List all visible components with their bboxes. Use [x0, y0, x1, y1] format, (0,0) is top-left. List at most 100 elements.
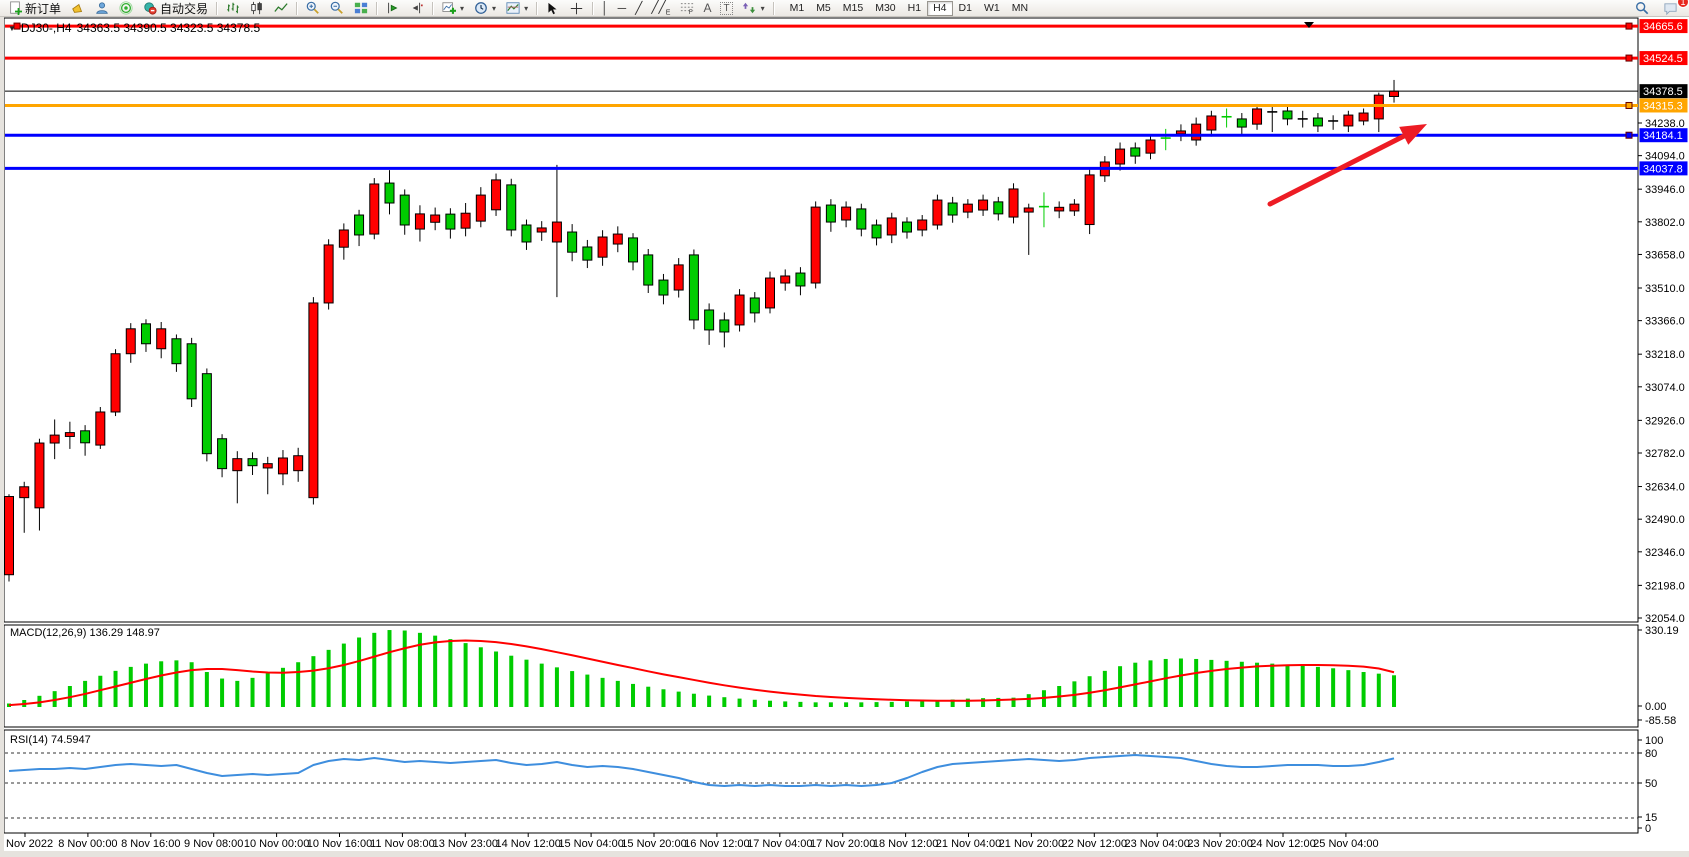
announcement-button[interactable]	[66, 0, 89, 16]
candle-body	[384, 182, 395, 204]
macd-histogram-bar	[326, 649, 331, 707]
candle-body	[917, 219, 928, 231]
dropdown-caret-icon: ▾	[460, 3, 465, 13]
line-handle[interactable]	[1625, 22, 1633, 30]
tab-timeframe-D1[interactable]: D1	[953, 1, 978, 16]
vertical-line-button[interactable]: │	[597, 0, 613, 16]
zoom-in-button[interactable]	[301, 0, 324, 16]
new-order-button[interactable]: 新订单	[3, 0, 65, 16]
candle-body	[567, 231, 578, 253]
candle-body	[201, 373, 212, 455]
macd-histogram-bar	[828, 702, 833, 707]
templates-icon	[505, 1, 520, 16]
candle-body	[810, 206, 821, 284]
profile-button[interactable]	[90, 0, 113, 16]
chart-dropdown-icon[interactable]: ▼	[8, 23, 16, 33]
autotrade-button[interactable]: 自动交易	[138, 0, 212, 16]
horizontal-line-button[interactable]: ─	[614, 0, 631, 16]
templates-button[interactable]: ▾	[501, 0, 532, 16]
tab-timeframe-M5[interactable]: M5	[810, 1, 837, 16]
macd-axis-label: 330.19	[1645, 625, 1679, 637]
macd-histogram-bar	[494, 651, 499, 707]
line-handle[interactable]	[13, 22, 21, 30]
tile-windows-icon	[353, 1, 368, 16]
candlestick-button[interactable]	[245, 0, 268, 16]
chart-symbol-period: DJ30-,H4	[20, 21, 72, 35]
macd-histogram-bar	[981, 698, 986, 707]
bar-chart-button[interactable]	[221, 0, 244, 16]
macd-histogram-bar	[1178, 658, 1183, 707]
timeframe-group: M1 M5 M15 M30 H1 H4 D1 W1 MN	[784, 0, 1034, 16]
line-handle[interactable]	[1625, 54, 1633, 62]
tile-windows-button[interactable]	[349, 0, 372, 16]
price-level-badge	[1639, 19, 1688, 34]
macd-histogram-bar	[570, 671, 575, 707]
macd-histogram-bar	[813, 702, 818, 707]
price-tick-label: 32054.0	[1645, 613, 1685, 625]
candle-body	[1252, 108, 1263, 125]
cursor-button[interactable]	[541, 0, 564, 16]
candle-body	[34, 442, 45, 509]
notification-badge[interactable]: 1	[1677, 0, 1689, 8]
macd-histogram-bar	[220, 678, 225, 707]
text-button[interactable]: A	[699, 0, 715, 16]
line-handle[interactable]	[1625, 131, 1633, 139]
macd-histogram-bar	[676, 691, 681, 707]
time-axis-label: 8 Nov 00:00	[58, 838, 117, 850]
macd-histogram-bar	[539, 663, 544, 707]
zoom-out-button[interactable]	[325, 0, 348, 16]
signals-button[interactable]	[114, 0, 137, 16]
tab-timeframe-H4[interactable]: H4	[927, 0, 953, 16]
label-button[interactable]: T	[716, 0, 736, 16]
arrows-icon	[742, 1, 757, 16]
candle-body	[277, 457, 288, 475]
macd-axis-label: -85.58	[1645, 715, 1676, 727]
macd-histogram-bar	[1255, 662, 1260, 707]
chat-button[interactable]	[1659, 0, 1682, 16]
chart-shift-marker[interactable]	[1304, 22, 1314, 28]
price-tick-label: 33218.0	[1645, 349, 1685, 361]
search-button[interactable]	[1630, 0, 1653, 16]
channel-button[interactable]: ╱╱E	[647, 0, 674, 16]
macd-histogram-bar	[1087, 676, 1092, 707]
tab-timeframe-M1[interactable]: M1	[784, 1, 811, 16]
tab-timeframe-M30[interactable]: M30	[869, 1, 901, 16]
crosshair-button[interactable]	[565, 0, 588, 16]
tab-timeframe-H1[interactable]: H1	[902, 1, 927, 16]
macd-histogram-bar	[935, 700, 940, 707]
chart-shift-button[interactable]	[405, 0, 428, 16]
indicators-icon	[441, 1, 456, 16]
time-axis-label: 9 Nov 08:00	[184, 838, 243, 850]
macd-histogram-bar	[357, 637, 362, 707]
macd-histogram-bar	[1163, 658, 1168, 707]
arrows-button[interactable]: ▾	[738, 0, 769, 16]
auto-scroll-button[interactable]	[381, 0, 404, 16]
tab-timeframe-MN[interactable]: MN	[1006, 1, 1034, 16]
line-handle[interactable]	[1625, 101, 1633, 109]
candle-body	[582, 246, 593, 261]
zoom-in-icon	[305, 1, 320, 16]
candle-body	[612, 233, 623, 245]
rsi-axis-label: 100	[1645, 735, 1663, 747]
fibonacci-button[interactable]: F	[675, 0, 698, 16]
trend-arrow[interactable]	[1267, 132, 1409, 207]
toolbar-separator	[432, 1, 434, 15]
trendline-button[interactable]: ╱	[631, 0, 646, 16]
periods-button[interactable]: ▾	[469, 0, 500, 16]
macd-histogram-bar	[600, 677, 605, 707]
rsi-axis-label: 0	[1645, 823, 1651, 835]
macd-signal-line	[8, 639, 1395, 707]
trend-arrow-head[interactable]	[1399, 124, 1427, 145]
tab-timeframe-M15[interactable]: M15	[837, 1, 869, 16]
indicators-button[interactable]: ▾	[437, 0, 468, 16]
macd-histogram-bar	[387, 630, 392, 707]
line-chart-icon	[273, 1, 288, 16]
time-axis-label: 22 Nov 12:00	[1062, 838, 1127, 850]
macd-histogram-bar	[1026, 694, 1031, 707]
candle-body	[491, 179, 502, 211]
macd-histogram-bar	[965, 698, 970, 707]
candlestick-icon	[249, 1, 264, 16]
tab-timeframe-W1[interactable]: W1	[978, 1, 1006, 16]
line-chart-button[interactable]	[269, 0, 292, 16]
